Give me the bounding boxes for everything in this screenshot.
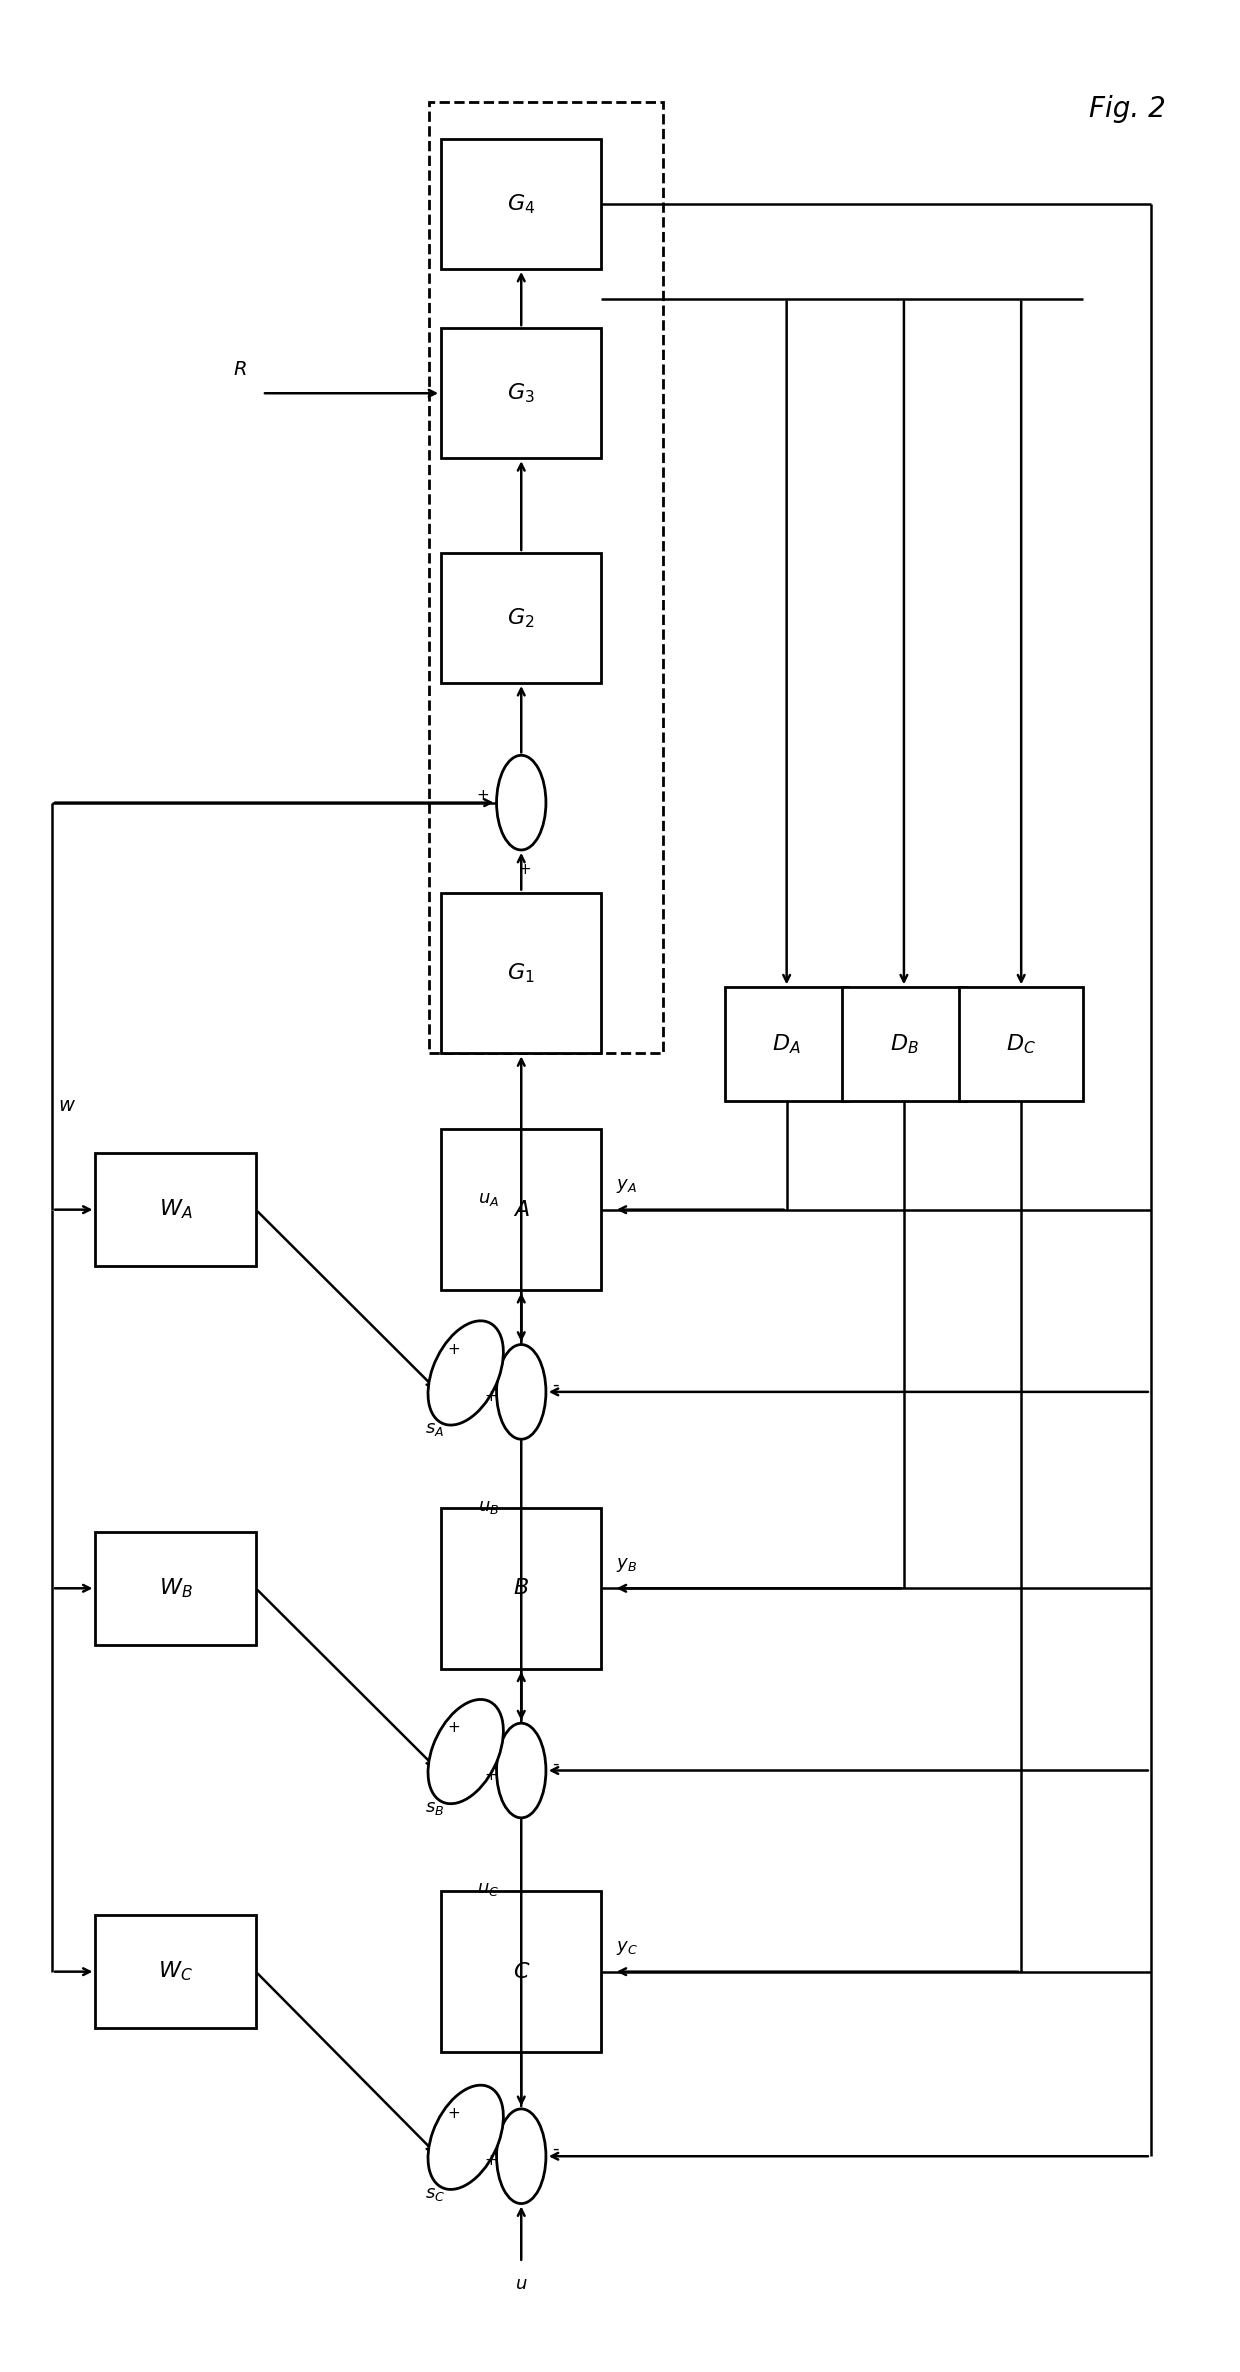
Text: $u$: $u$: [515, 2275, 527, 2294]
Bar: [725, 987, 848, 1101]
Text: $y_B$: $y_B$: [616, 1556, 637, 1575]
Text: +: +: [484, 2154, 497, 2168]
Text: +: +: [446, 1720, 460, 1736]
Text: $W_{C}$: $W_{C}$: [159, 1959, 193, 1983]
Text: $s_B$: $s_B$: [425, 1798, 444, 1817]
Text: Fig. 2: Fig. 2: [1089, 95, 1166, 123]
Text: $W_{A}$: $W_{A}$: [159, 1198, 192, 1222]
Text: $y_C$: $y_C$: [616, 1940, 639, 1957]
Text: $u_A$: $u_A$: [477, 1191, 498, 1207]
Text: $u_C$: $u_C$: [477, 1881, 498, 1898]
Text: +: +: [446, 2106, 460, 2121]
Text: $D_{B}$: $D_{B}$: [889, 1032, 919, 1056]
Bar: [441, 892, 601, 1053]
Text: $B$: $B$: [513, 1577, 529, 1599]
Bar: [441, 1129, 601, 1290]
Circle shape: [496, 1722, 546, 1817]
Text: $G_{1}$: $G_{1}$: [507, 961, 534, 984]
Bar: [441, 1890, 601, 2052]
Text: +: +: [484, 1767, 497, 1784]
Text: $A$: $A$: [513, 1200, 529, 1219]
Text: $y_A$: $y_A$: [616, 1177, 637, 1195]
Ellipse shape: [428, 1321, 503, 1426]
Text: $u_B$: $u_B$: [477, 1497, 498, 1516]
Text: $w$: $w$: [58, 1096, 77, 1115]
Ellipse shape: [428, 2085, 503, 2189]
Text: -: -: [552, 1755, 558, 1772]
Text: +: +: [518, 861, 531, 878]
Text: +: +: [476, 788, 489, 804]
Bar: [441, 1509, 601, 1670]
Bar: [429, 102, 663, 1053]
Bar: [441, 327, 601, 458]
Text: +: +: [446, 1343, 460, 1357]
Ellipse shape: [428, 1698, 503, 1803]
Text: $G_{4}$: $G_{4}$: [507, 192, 536, 216]
Text: $D_{A}$: $D_{A}$: [773, 1032, 801, 1056]
Text: $s_A$: $s_A$: [425, 1421, 444, 1437]
Text: $G_{2}$: $G_{2}$: [507, 607, 534, 631]
Bar: [441, 553, 601, 683]
Text: $R$: $R$: [233, 361, 247, 380]
Text: $D_{C}$: $D_{C}$: [1006, 1032, 1037, 1056]
Text: $W_{B}$: $W_{B}$: [159, 1577, 192, 1601]
Circle shape: [496, 2109, 546, 2204]
Text: -: -: [552, 1376, 558, 1395]
Text: $G_{3}$: $G_{3}$: [507, 382, 536, 406]
Circle shape: [496, 1345, 546, 1440]
Bar: [95, 1532, 255, 1646]
Bar: [95, 1914, 255, 2028]
Bar: [842, 987, 966, 1101]
Bar: [95, 1153, 255, 1267]
Circle shape: [496, 754, 546, 849]
Text: $C$: $C$: [512, 1962, 529, 1981]
Bar: [441, 140, 601, 268]
Text: -: -: [552, 2140, 558, 2159]
Text: $s_C$: $s_C$: [425, 2185, 445, 2204]
Text: +: +: [484, 1390, 497, 1404]
Bar: [960, 987, 1083, 1101]
